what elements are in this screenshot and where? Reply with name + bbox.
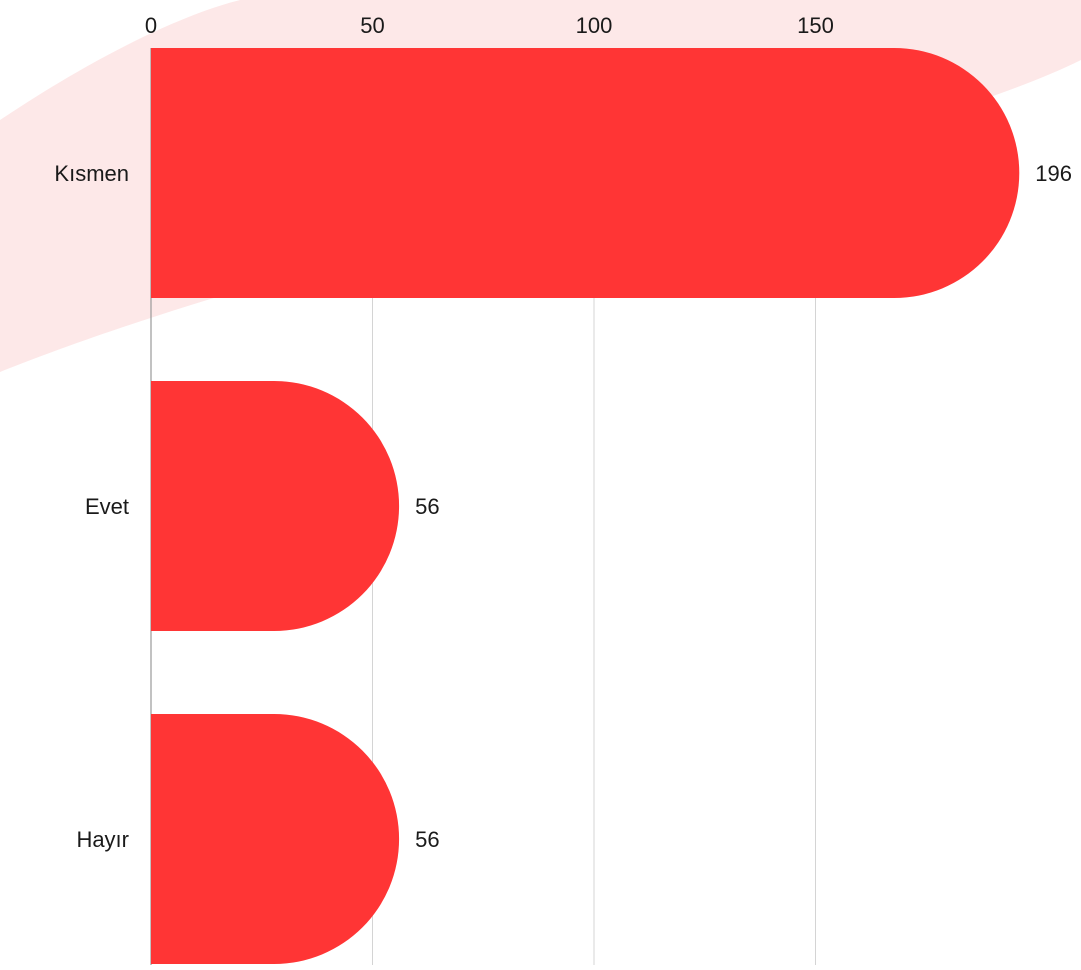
value-label: 196 (1035, 161, 1072, 186)
x-tick-label: 100 (576, 13, 613, 38)
category-label: Hayır (76, 827, 129, 852)
x-tick-label: 150 (797, 13, 834, 38)
value-label: 56 (415, 827, 439, 852)
category-label: Evet (85, 494, 129, 519)
x-tick-label: 50 (360, 13, 384, 38)
value-label: 56 (415, 494, 439, 519)
category-label: Kısmen (54, 161, 129, 186)
bar (151, 381, 400, 631)
labels: Kısmen 196 Evet 56 Hayır 56 (54, 161, 1072, 852)
bars (151, 48, 1020, 964)
bar (151, 714, 400, 964)
bar (151, 48, 1020, 298)
x-tick-label: 0 (145, 13, 157, 38)
